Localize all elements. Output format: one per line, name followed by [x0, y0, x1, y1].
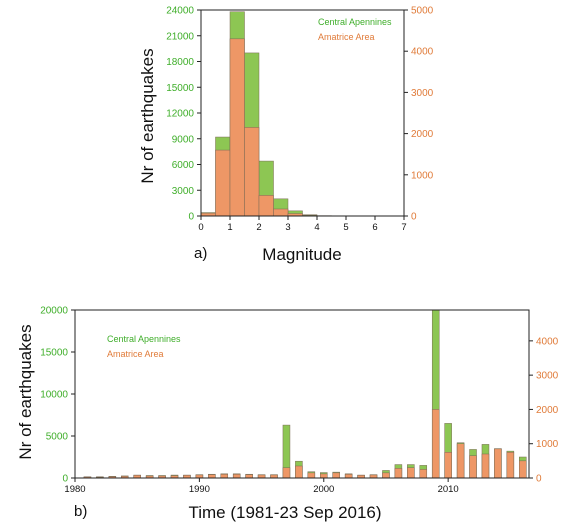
panel-a-y-ticks-right: 0 1000 2000 3000 4000 5000 [404, 6, 434, 223]
b-y-left-tick-label: 20000 [40, 306, 68, 317]
b-bar-amatrice [232, 473, 241, 479]
b-bar-amatrice [469, 455, 477, 479]
b-y-right-tick-label: 3000 [536, 371, 559, 382]
a-y-left-tick-label: 15000 [166, 83, 194, 94]
b-y-right-tick-label: 0 [536, 474, 542, 485]
panel-b-legend-amatrice: Amatrice Area [107, 349, 164, 359]
panel-a-legend-amatrice: Amatrice Area [318, 32, 375, 42]
a-bar-amatrice [258, 195, 274, 217]
a-x-tick-label: 0 [198, 222, 203, 233]
b-bar-amatrice [282, 467, 291, 479]
a-bar-amatrice [215, 149, 231, 217]
b-bar-amatrice [394, 468, 403, 479]
b-bar-amatrice [431, 409, 440, 479]
b-x-tick-label: 1980 [64, 484, 85, 495]
panel-b-legend-central: Central Apennines [107, 334, 181, 344]
b-y-right-tick-label: 4000 [536, 336, 559, 347]
a-y-left-tick-label: 6000 [172, 160, 195, 171]
b-bar-amatrice [295, 465, 303, 479]
panel-a-ylabel: Nr of earthquakes [138, 48, 157, 183]
a-y-right-tick-label: 5000 [411, 6, 434, 17]
a-bar-amatrice [273, 208, 289, 217]
b-bar-amatrice [382, 472, 390, 479]
panel-b-bars [83, 309, 527, 479]
a-y-left-tick-label: 18000 [166, 57, 194, 68]
b-bar-amatrice [220, 473, 229, 479]
a-y-left-tick-label: 3000 [172, 186, 195, 197]
b-bar-amatrice [208, 474, 216, 479]
b-bar-amatrice [332, 472, 340, 479]
b-bar-amatrice [456, 443, 465, 479]
a-x-tick-label: 3 [285, 222, 290, 233]
a-x-tick-label: 6 [372, 222, 377, 233]
a-x-tick-label: 4 [314, 222, 319, 233]
a-x-tick-label: 2 [256, 222, 261, 233]
a-y-left-tick-label: 9000 [172, 134, 195, 145]
a-y-right-tick-label: 2000 [411, 129, 434, 140]
b-bar-amatrice [407, 467, 415, 479]
a-x-tick-label: 5 [343, 222, 348, 233]
b-bar-amatrice [307, 472, 316, 479]
panel-b-y-ticks-left: 0 5000 10000 15000 20000 [40, 306, 75, 485]
b-y-left-tick-label: 5000 [46, 432, 69, 443]
panel-b-xlabel: Time (1981-23 Sep 2016) [188, 503, 381, 522]
a-y-right-tick-label: 3000 [411, 88, 434, 99]
b-bar-amatrice [419, 469, 428, 479]
b-bar-amatrice [506, 452, 515, 479]
panel-a-bars [200, 11, 332, 217]
b-bar-amatrice [444, 452, 452, 479]
a-y-left-tick-label: 0 [188, 212, 194, 223]
a-bar-amatrice [244, 127, 260, 217]
panel-b-label: b) [74, 503, 87, 520]
panel-a-y-ticks-left: 0 3000 6000 9000 12000 15000 18000 21000 24000 [166, 6, 201, 223]
b-bar-amatrice [245, 474, 253, 479]
b-x-tick-label: 2000 [313, 484, 334, 495]
a-x-tick-label: 7 [401, 222, 406, 233]
b-y-left-tick-label: 15000 [40, 348, 68, 359]
a-y-left-tick-label: 21000 [166, 31, 194, 42]
a-x-tick-label: 1 [227, 222, 232, 233]
b-bar-amatrice [344, 473, 353, 479]
a-y-right-tick-label: 0 [411, 212, 417, 223]
a-y-right-tick-label: 1000 [411, 170, 434, 181]
panel-b-y-ticks-right: 0 1000 2000 3000 4000 [529, 336, 559, 485]
b-x-tick-label: 1990 [189, 484, 210, 495]
panel-b-x-ticks: 1980 1990 2000 2010 [64, 478, 459, 495]
a-y-left-tick-label: 24000 [166, 6, 194, 17]
b-bar-amatrice [494, 448, 502, 479]
panel-a-legend-central: Central Apennines [318, 17, 392, 27]
panel-a-label: a) [194, 245, 207, 262]
a-y-right-tick-label: 4000 [411, 47, 434, 58]
b-bar-amatrice [320, 473, 328, 479]
b-bar-amatrice [519, 460, 527, 479]
a-y-left-tick-label: 12000 [166, 109, 194, 120]
b-bar-amatrice [481, 453, 490, 479]
b-y-left-tick-label: 0 [62, 474, 68, 485]
b-y-left-tick-label: 10000 [40, 390, 68, 401]
b-y-right-tick-label: 1000 [536, 439, 559, 450]
a-bar-amatrice [229, 38, 245, 217]
b-y-right-tick-label: 2000 [536, 405, 559, 416]
panel-a-xlabel: Magnitude [262, 245, 341, 264]
panel-b-ylabel: Nr of earthquakes [16, 324, 35, 459]
b-x-tick-label: 2010 [438, 484, 459, 495]
panel-a-magnitude-histogram: 0 1 2 3 4 5 6 7 0 3000 6000 9000 12000 15000 18000 210… [138, 6, 434, 265]
panel-a-x-ticks: 0 1 2 3 4 5 6 7 [198, 216, 407, 233]
